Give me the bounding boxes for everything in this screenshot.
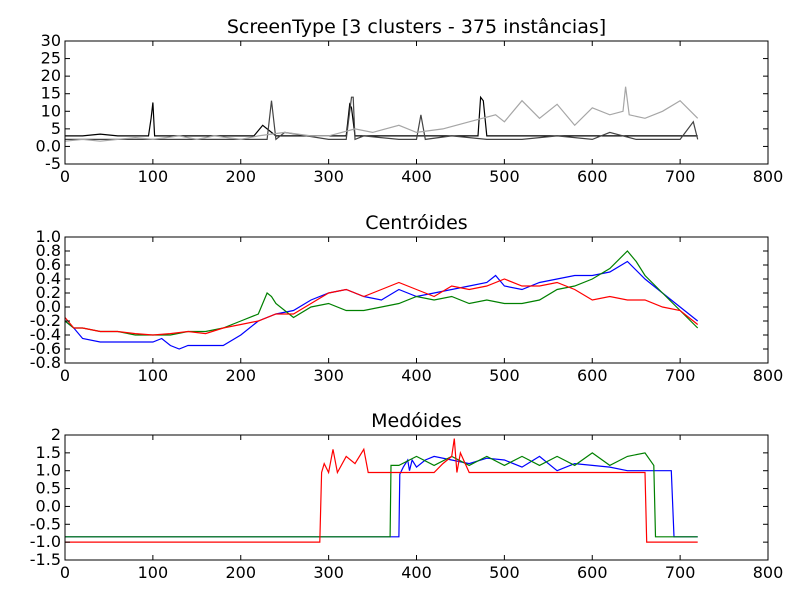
plot-area [65, 250, 699, 350]
panel-1: 0 100 200 300 400 500 600 700 800 -50.05101520253… [36, 16, 784, 186]
chart-title: Centróides [365, 212, 467, 234]
y-tick-label: 1.0 [36, 461, 61, 480]
x-tick-label: 800 [753, 366, 784, 385]
x-tick-label: 500 [489, 563, 520, 582]
y-tick-label: 20 [41, 66, 61, 85]
series-line-2 [65, 250, 699, 336]
y-tick-label: -1.5 [30, 550, 61, 569]
y-tick-label: 0.2 [36, 283, 61, 302]
y-tick-label: 0.8 [36, 241, 61, 260]
x-tick-label: 0 [60, 366, 70, 385]
y-tick-label: 2 [51, 425, 61, 444]
y-tick-label: -0.5 [30, 514, 61, 533]
x-tick-label: 200 [225, 167, 256, 186]
x-tick-label: 200 [225, 366, 256, 385]
y-tick-label: -0.4 [30, 325, 61, 344]
y-tick-label: 0.4 [36, 269, 61, 288]
series-line-3 [65, 86, 699, 142]
x-tick-label: 200 [225, 563, 256, 582]
y-tick-label: -5 [45, 154, 61, 173]
y-tick-label: -1.0 [30, 532, 61, 551]
series-line-3 [65, 278, 699, 336]
x-tick-label: 800 [753, 563, 784, 582]
x-tick-label: 100 [138, 563, 169, 582]
y-tick-label: 1.0 [36, 227, 61, 246]
x-tick-label: 500 [489, 366, 520, 385]
x-tick-label: 600 [577, 563, 608, 582]
y-tick-label: 30 [41, 31, 61, 50]
y-tick-label: 0.0 [36, 136, 61, 155]
x-tick-label: 400 [401, 167, 432, 186]
x-tick-label: 700 [665, 366, 696, 385]
series-line-1 [65, 455, 698, 538]
y-tick-label: 5 [51, 119, 61, 138]
x-tick-label: 400 [401, 563, 432, 582]
y-tick-label: 25 [41, 49, 61, 68]
x-tick-label: 400 [401, 366, 432, 385]
y-tick-label: -0.2 [30, 311, 61, 330]
y-tick-label: 0.0 [36, 297, 61, 316]
y-tick-label: -0.8 [30, 353, 61, 372]
y-tick-label: -0.6 [30, 339, 61, 358]
y-tick-label: 15 [41, 84, 61, 103]
x-tick-label: 700 [665, 563, 696, 582]
x-tick-label: 600 [577, 167, 608, 186]
x-tick-label: 300 [313, 366, 344, 385]
y-tick-label: 10 [41, 101, 61, 120]
x-tick-label: 0 [60, 167, 70, 186]
chart-title: ScreenType [3 clusters - 375 instâncias] [227, 16, 606, 38]
x-tick-label: 800 [753, 167, 784, 186]
series-line-2 [65, 452, 698, 538]
x-tick-label: 300 [313, 563, 344, 582]
x-tick-label: 700 [665, 167, 696, 186]
panel-3: 0 100 200 300 400 500 600 700 800 -1.5-1.0-0.50.0… [30, 410, 783, 582]
y-tick-label: 1.5 [36, 443, 61, 462]
x-tick-label: 100 [138, 167, 169, 186]
plot-area [65, 438, 698, 543]
plot-area [65, 86, 699, 142]
x-tick-label: 500 [489, 167, 520, 186]
x-tick-label: 100 [138, 366, 169, 385]
y-tick-label: 0.5 [36, 479, 61, 498]
y-tick-label: 0.6 [36, 255, 61, 274]
series-line-3 [65, 438, 698, 543]
x-tick-label: 600 [577, 366, 608, 385]
panel-2: 0 100 200 300 400 500 600 700 800 -0.8-0.6-0.4-0.… [30, 212, 783, 385]
x-tick-label: 0 [60, 563, 70, 582]
y-tick-label: 0.0 [36, 496, 61, 515]
chart-title: Medóides [371, 410, 462, 432]
x-tick-label: 300 [313, 167, 344, 186]
